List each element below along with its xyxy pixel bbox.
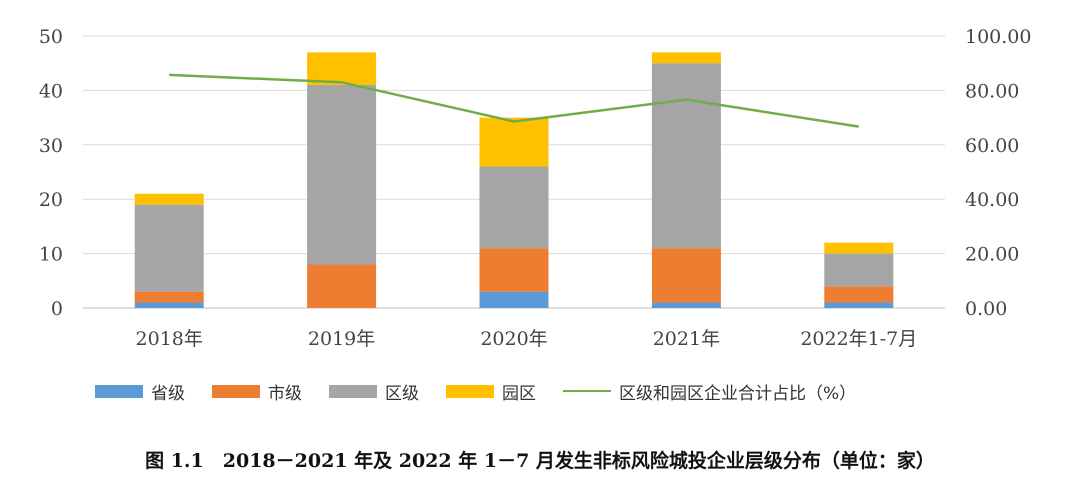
- y-tick-label: 30: [39, 135, 63, 157]
- bar-district: [134, 204, 204, 292]
- legend-label-district: 区级: [385, 383, 419, 404]
- x-tick-label: 2018年: [136, 328, 203, 350]
- x-tick-label: 2021年: [653, 328, 720, 350]
- legend-swatch-ratio: [563, 390, 611, 392]
- bar-city: [479, 248, 549, 292]
- legend-item-city: 市级: [212, 379, 302, 404]
- x-tick-label: 2019年: [308, 328, 375, 350]
- y-tick-label: 20: [39, 189, 63, 211]
- ratio-line-path: [169, 73, 859, 128]
- bar-city: [824, 286, 894, 303]
- bar-city: [651, 248, 721, 303]
- y-tick-label: 50: [39, 26, 63, 48]
- bar-district: [651, 63, 721, 249]
- bars: [134, 52, 894, 308]
- bar-district: [824, 253, 894, 287]
- bar-park: [479, 117, 549, 167]
- legend-swatch-district: [329, 384, 377, 398]
- y-tick-label: 10: [39, 244, 63, 266]
- x-axis: 2018年 2019年 2020年 2021年 2022年1-7月: [136, 328, 918, 350]
- y-tick-label: 40: [39, 80, 63, 102]
- legend-label-ratio: 区级和园区企业合计占比（%）: [619, 383, 857, 404]
- bar-district: [307, 84, 377, 265]
- legend-label-province: 省级: [151, 383, 185, 404]
- y-axis-left: 0 10 20 30 40 50: [39, 26, 63, 320]
- bar-province: [824, 302, 894, 308]
- legend-item-province: 省级: [95, 379, 185, 404]
- bar-park: [134, 193, 204, 205]
- bar-park: [824, 242, 894, 254]
- y2-tick-label: 20.00: [965, 244, 1019, 266]
- y2-tick-label: 100.00: [965, 26, 1031, 48]
- bar-city: [134, 291, 204, 303]
- bar-city: [307, 264, 377, 308]
- y2-tick-label: 40.00: [965, 189, 1019, 211]
- y2-tick-label: 80.00: [965, 80, 1019, 102]
- chart: 0 10 20 30 40 50 0.00 20.00 40.00 60.00 80.00 100.…: [39, 26, 1032, 350]
- legend-item-park: 园区: [446, 379, 536, 404]
- y2-tick-label: 60.00: [965, 135, 1019, 157]
- bar-park: [651, 52, 721, 64]
- x-tick-label: 2020年: [480, 328, 547, 350]
- bar-province: [479, 291, 549, 308]
- figure-caption: 图 1.1 2018－2021 年及 2022 年 1－7 月发生非标风险城投企…: [145, 450, 935, 472]
- y-axis-right: 0.00 20.00 40.00 60.00 80.00 100.00: [965, 26, 1031, 320]
- legend-swatch-province: [95, 384, 143, 398]
- legend-swatch-park: [446, 384, 494, 398]
- legend-label-city: 市级: [268, 383, 302, 404]
- legend-item-ratio: 区级和园区企业合计占比（%）: [563, 379, 856, 404]
- bar-province: [651, 302, 721, 308]
- ratio-line: [169, 73, 859, 128]
- legend-swatch-city: [212, 384, 260, 398]
- bar-province: [134, 302, 204, 308]
- legend-label-park: 园区: [502, 383, 536, 404]
- x-tick-label: 2022年1-7月: [800, 328, 917, 350]
- bar-district: [479, 166, 549, 249]
- y-tick-label: 0: [51, 298, 63, 320]
- legend-item-district: 区级: [329, 379, 419, 404]
- y2-tick-label: 0.00: [965, 298, 1007, 320]
- bar-park: [307, 52, 377, 85]
- legend: 省级 市级 区级 园区 区级和园区企业合计占比（%）: [95, 379, 883, 404]
